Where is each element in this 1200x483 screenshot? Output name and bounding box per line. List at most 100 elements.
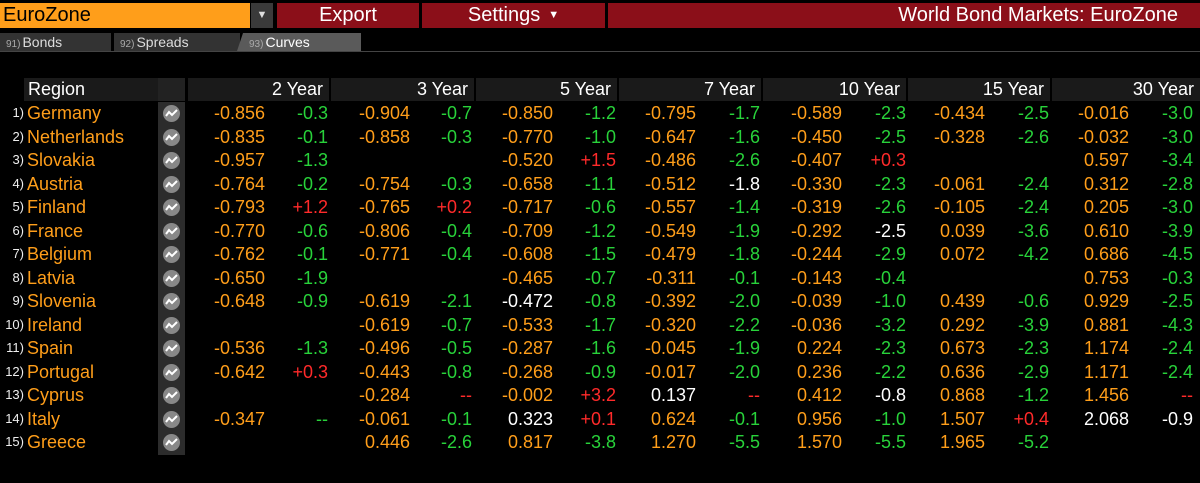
tenor-header[interactable]: 30 Year [1132,79,1194,99]
line-chart-icon[interactable] [163,152,180,169]
country-name[interactable]: France [27,220,84,241]
settings-button[interactable]: Settings ▼ [422,3,605,28]
yield-value[interactable]: 0.868 [939,385,985,405]
yield-value[interactable]: -0.904 [358,103,410,123]
tenor-header[interactable]: 3 Year [416,79,468,99]
yield-value[interactable]: 0.446 [364,432,410,452]
line-chart-icon[interactable] [163,316,180,334]
yield-value[interactable]: -0.061 [933,173,985,194]
yield-value[interactable]: -0.443 [358,361,410,382]
yield-value[interactable]: -0.016 [1077,103,1129,123]
yield-value[interactable]: -0.858 [358,126,410,147]
table-row[interactable]: 9) Slovenia -0.648 -0.9 -0.619 -2.1 -0.472 -0.8… [0,290,1200,314]
table-row[interactable]: 10) Ireland -0.619 -0.7 -0.533 -1.7 -0.320 -2.2… [0,313,1200,337]
yield-value[interactable]: 0.817 [507,432,553,452]
line-chart-icon[interactable] [163,105,180,122]
yield-value[interactable]: 0.323 [507,408,553,429]
region-header[interactable]: Region [28,79,86,99]
yield-value[interactable]: -0.619 [358,291,410,311]
yield-value[interactable]: -0.311 [646,267,696,288]
yield-value[interactable]: 0.686 [1083,244,1129,264]
line-chart-icon[interactable] [163,363,180,381]
yield-value[interactable]: -0.771 [358,244,410,264]
yield-value[interactable]: -0.486 [644,150,696,170]
yield-value[interactable]: -0.762 [213,244,265,264]
tenor-header[interactable]: 7 Year [703,79,755,99]
yield-value[interactable]: -0.039 [790,291,842,311]
country-name[interactable]: Netherlands [27,126,125,147]
yield-value[interactable]: -0.835 [213,126,265,147]
country-name[interactable]: Italy [27,408,61,429]
tenor-header[interactable]: 5 Year [559,79,611,99]
yield-value[interactable]: 0.312 [1083,173,1129,194]
yield-value[interactable]: 0.597 [1083,150,1129,170]
yield-value[interactable]: -0.002 [501,385,553,405]
yield-value[interactable]: -0.017 [644,361,696,382]
yield-value[interactable]: 0.956 [796,408,842,429]
yield-value[interactable]: -0.549 [644,220,696,241]
yield-value[interactable]: -0.520 [501,150,553,170]
line-chart-icon[interactable] [163,222,180,240]
line-chart-icon[interactable] [163,269,180,287]
country-name[interactable]: Latvia [27,267,76,288]
yield-value[interactable]: -0.754 [358,173,410,194]
yield-value[interactable]: -0.045 [644,338,696,358]
tenor-header[interactable]: 2 Year [271,79,323,99]
yield-value[interactable]: -0.330 [790,173,842,194]
yield-value[interactable]: -0.287 [501,338,553,358]
yield-value[interactable]: -0.536 [213,338,265,358]
table-row[interactable]: 11) Spain -0.536 -1.3 -0.496 -0.5 -0.287 -1.6 -0… [0,337,1200,361]
yield-value[interactable]: -0.472 [501,291,553,311]
yield-value[interactable]: -0.533 [501,314,553,335]
yield-value[interactable]: -0.608 [501,244,553,264]
line-chart-icon[interactable] [163,434,180,451]
yield-value[interactable]: 0.072 [939,244,985,264]
yield-value[interactable]: -0.268 [501,361,553,382]
yield-value[interactable]: -0.709 [501,220,553,241]
chevron-down-icon[interactable]: ▼ [251,3,273,28]
yield-value[interactable]: 0.292 [939,314,985,335]
yield-value[interactable]: 0.205 [1083,197,1129,217]
yield-value[interactable]: -0.856 [213,103,265,123]
yield-value[interactable]: 0.929 [1083,291,1129,311]
yield-value[interactable]: 0.610 [1083,220,1129,241]
yield-value[interactable]: -0.320 [644,314,696,335]
tab-curves[interactable]: 93) Curves [237,33,361,51]
yield-value[interactable]: 0.636 [939,361,985,382]
yield-value[interactable]: -0.589 [790,103,842,123]
line-chart-icon[interactable] [163,246,180,263]
tab-spreads[interactable]: 92) Spreads [114,33,240,51]
line-chart-icon[interactable] [163,387,180,404]
yield-value[interactable]: -0.496 [358,338,410,358]
yield-value[interactable]: -0.479 [644,244,696,264]
line-chart-icon[interactable] [163,340,180,357]
table-row[interactable]: 4) Austria -0.764 -0.2 -0.754 -0.3 -0.658 -1.1 -… [0,172,1200,196]
country-name[interactable]: Finland [27,197,87,217]
yield-value[interactable]: 1.171 [1083,361,1129,382]
yield-value[interactable]: -0.806 [358,220,410,241]
yield-value[interactable]: 0.881 [1083,314,1129,335]
country-name[interactable]: Cyprus [27,385,85,405]
yield-value[interactable]: 1.570 [796,432,842,452]
yield-value[interactable]: -0.319 [790,197,842,217]
yield-value[interactable]: -0.642 [213,361,265,382]
tenor-header[interactable]: 15 Year [982,79,1044,99]
tab-bonds[interactable]: 91) Bonds [0,33,111,51]
line-chart-icon[interactable] [163,128,180,146]
yield-value[interactable]: -0.658 [501,173,553,194]
country-name[interactable]: Portugal [27,361,95,382]
yield-value[interactable]: -0.619 [358,314,410,335]
yield-value[interactable]: 1.965 [939,432,985,452]
yield-value[interactable]: 1.174 [1083,338,1129,358]
table-row[interactable]: 7) Belgium -0.762 -0.1 -0.771 -0.4 -0.608 -1.5 -… [0,243,1200,267]
line-chart-icon[interactable] [163,175,180,193]
yield-value[interactable]: 1.456 [1083,385,1129,405]
yield-value[interactable]: -0.284 [358,385,410,405]
yield-value[interactable]: -0.434 [933,103,985,123]
yield-value[interactable]: -0.557 [644,197,696,217]
table-row[interactable]: 5) Finland -0.793 +1.2 -0.765 +0.2 -0.717 -0.6 -… [0,196,1200,220]
yield-value[interactable]: 1.507 [939,408,985,429]
yield-value[interactable]: -0.647 [644,126,696,147]
yield-value[interactable]: -0.957 [213,150,265,170]
yield-value[interactable]: 0.673 [939,338,985,358]
